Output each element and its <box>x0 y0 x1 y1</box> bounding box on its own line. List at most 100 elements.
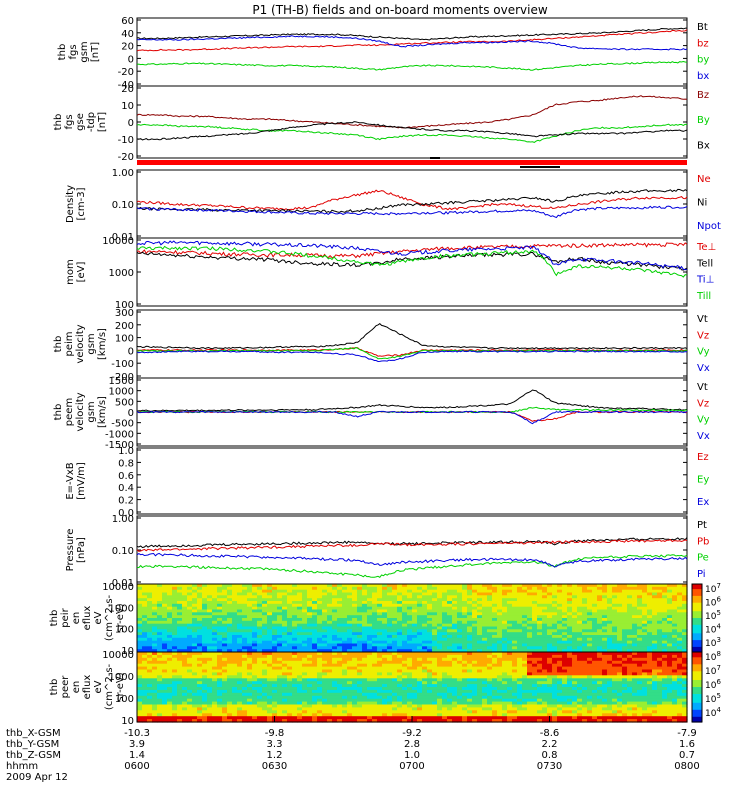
panel-frame <box>136 515 688 585</box>
spectrogram-cell <box>492 586 498 591</box>
spectrogram-cell <box>222 684 228 688</box>
y-label-line: [nPa] <box>76 537 87 563</box>
spectrogram-cell <box>302 637 308 642</box>
spectrogram-cell <box>452 612 458 616</box>
spectrogram-cell <box>157 652 163 656</box>
spectrogram-cell <box>177 643 183 647</box>
spectrogram-cell <box>287 652 293 656</box>
spectrogram-cell <box>257 635 263 639</box>
spectrogram-cell <box>452 649 458 653</box>
spectrogram-cell <box>397 632 403 636</box>
spectrogram-cell <box>277 640 283 645</box>
spectrogram-cell <box>222 612 228 616</box>
spectrogram-cell <box>297 669 303 673</box>
series-pi <box>136 552 688 568</box>
spectrogram-cell <box>422 595 428 599</box>
spectrogram-cell <box>332 609 338 613</box>
spectrogram-cell <box>392 689 398 694</box>
spectrogram-cell <box>302 678 308 682</box>
spectrogram-cell <box>232 689 238 694</box>
spectrogram-cell <box>482 710 488 714</box>
legend-label: Ey <box>697 475 709 486</box>
spectrogram-cell <box>507 635 513 639</box>
spectrogram-cell <box>222 595 228 599</box>
spectrogram-cell <box>277 713 283 717</box>
spectrogram-cell <box>537 672 543 676</box>
spectrogram-cell <box>642 612 648 616</box>
spectrogram-cell <box>187 716 193 720</box>
spectrogram-cell <box>497 660 503 665</box>
spectrogram-cell <box>242 601 248 605</box>
spectrogram-cell <box>487 603 493 608</box>
spectrogram-cell <box>362 663 368 668</box>
spectrogram-cell <box>542 592 548 596</box>
spectrogram-cell <box>237 657 243 662</box>
spectrogram-cell <box>197 646 203 650</box>
spectrogram-cell <box>347 663 353 668</box>
spectrogram-cell <box>547 707 553 711</box>
spectrogram-cell <box>452 618 458 622</box>
spectrogram-cell <box>547 710 553 714</box>
spectrogram-cell <box>407 660 413 665</box>
spectrogram-cell <box>537 649 543 653</box>
spectrogram-cell <box>587 612 593 616</box>
spectrogram-cell <box>572 649 578 653</box>
spectrogram-cell <box>432 681 438 685</box>
spectrogram-cell <box>162 601 168 605</box>
y-label-line: peim <box>64 331 75 356</box>
spectrogram-cell <box>247 595 253 599</box>
spectrogram-cell <box>527 689 533 694</box>
spectrogram-cell <box>227 710 233 714</box>
spectrogram-cell <box>282 649 288 653</box>
spectrogram-cell <box>172 595 178 599</box>
spectrogram-cell <box>522 629 528 633</box>
spectrogram-cell <box>512 632 518 636</box>
spectrogram-cell <box>502 606 508 611</box>
spectrogram-cell <box>467 606 473 611</box>
spectrogram-cell <box>197 681 203 685</box>
spectrogram-cell <box>342 632 348 636</box>
spectrogram-cell <box>587 589 593 594</box>
spectrogram-cell <box>417 626 423 630</box>
spectrogram-cell <box>337 620 343 625</box>
spectrogram-cell <box>607 640 613 645</box>
spectrogram-cell <box>377 592 383 596</box>
spectrogram-cell <box>282 612 288 616</box>
spectrogram-cell <box>382 640 388 645</box>
spectrogram-cell <box>377 615 383 619</box>
spectrogram-cell <box>467 681 473 685</box>
spectrogram-cell <box>417 618 423 622</box>
spectrogram-cell <box>207 689 213 694</box>
spectrogram-cell <box>607 598 613 602</box>
spectrogram-cell <box>502 695 508 700</box>
spectrogram-cell <box>202 629 208 633</box>
spectrogram-cell <box>427 635 433 639</box>
spectrogram-cell <box>387 657 393 662</box>
spectrogram-cell <box>142 643 148 647</box>
spectrogram-cell <box>207 692 213 697</box>
spectrogram-cell <box>512 672 518 676</box>
spectrogram-cell <box>172 646 178 650</box>
spectrogram-cell <box>377 689 383 694</box>
spectrogram-cell <box>417 637 423 642</box>
spectrogram-cell <box>637 606 643 611</box>
spectrogram-cell <box>242 669 248 673</box>
spectrogram-cell <box>582 584 588 588</box>
spectrogram-cell <box>347 695 353 700</box>
spectrogram-cell <box>307 629 313 633</box>
spectrogram-cell <box>437 640 443 645</box>
spectrogram-cell <box>182 632 188 636</box>
spectrogram-cell <box>582 629 588 633</box>
spectrogram-cell <box>477 716 483 720</box>
spectrogram-cell <box>337 589 343 594</box>
spectrogram-cell <box>417 687 423 691</box>
spectrogram-cell <box>427 649 433 653</box>
spectrogram-cell <box>642 584 648 588</box>
spectrogram-cell <box>597 632 603 636</box>
spectrogram-cell <box>272 623 278 628</box>
spectrogram-cell <box>462 615 468 619</box>
spectrogram-cell <box>382 637 388 642</box>
spectrogram-cell <box>492 615 498 619</box>
y-label-line: peir <box>60 607 71 627</box>
spectrogram-cell <box>587 635 593 639</box>
